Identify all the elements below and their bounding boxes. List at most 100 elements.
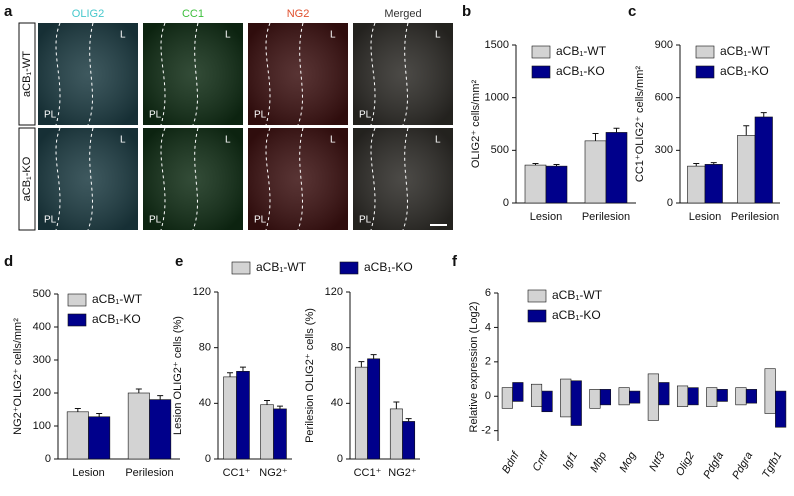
region-label: PL — [44, 110, 57, 121]
region-label: L — [330, 135, 336, 146]
region-label: L — [435, 30, 441, 41]
bar — [687, 165, 706, 204]
legend-swatch — [531, 45, 551, 59]
legend-label: aCB₁-KO — [556, 64, 605, 78]
bar — [737, 135, 756, 204]
bar — [88, 416, 111, 460]
y-axis-label: OLIG2⁺ cells/mm² — [470, 80, 482, 169]
micrograph-texture — [143, 128, 243, 230]
range-bar — [501, 387, 513, 409]
x-tick-label: Perilesion — [582, 211, 630, 223]
range-bar — [599, 389, 612, 406]
micrograph-texture — [248, 23, 348, 125]
y-tick-label: 1000 — [485, 92, 509, 104]
bar — [236, 371, 250, 460]
legend-swatch — [339, 261, 359, 275]
legend-label: aCB₁-KO — [92, 312, 141, 326]
range-bar — [589, 389, 601, 409]
region-label: PL — [254, 110, 267, 121]
range-bar — [687, 387, 699, 406]
y-tick-label: 300 — [33, 354, 51, 366]
lesion-border — [297, 22, 304, 126]
bar — [389, 408, 403, 460]
legend-swatch — [527, 289, 547, 303]
column-label: OLIG2 — [72, 8, 104, 20]
y-tick-label: 1500 — [485, 39, 509, 51]
micrograph-texture — [38, 128, 138, 230]
y-tick-label: 40 — [199, 397, 211, 409]
range-bar — [530, 383, 543, 407]
x-tick-label: Mbp — [588, 450, 609, 475]
column-label: NG2 — [287, 8, 310, 20]
error-bar — [227, 372, 234, 377]
region-label: PL — [254, 215, 267, 226]
lesion-border — [87, 22, 94, 126]
bar — [584, 140, 607, 204]
range-bar — [716, 389, 728, 402]
lesion-border — [297, 127, 304, 231]
legend-swatch — [695, 45, 715, 59]
bar — [66, 411, 89, 460]
y-tick-label: 0 — [667, 197, 673, 209]
lesion-border — [402, 127, 409, 231]
y-tick-label: -2 — [481, 425, 491, 437]
error-bar — [239, 366, 246, 372]
error-bar — [96, 412, 103, 417]
range-bar — [570, 380, 582, 426]
error-bar — [264, 400, 271, 405]
panel-letter: b — [462, 3, 471, 20]
legend-swatch — [231, 261, 251, 275]
row-label-box — [18, 22, 36, 126]
y-tick-label: 600 — [655, 92, 673, 104]
row-label-box — [18, 127, 36, 231]
x-tick-label: Bdnf — [500, 449, 522, 475]
panel-letter: c — [628, 3, 636, 20]
x-tick-label: Mog — [617, 449, 639, 474]
micrograph-texture — [353, 128, 453, 230]
y-tick-label: 0 — [485, 390, 491, 402]
micrograph-texture — [38, 23, 138, 125]
region-label: PL — [149, 110, 162, 121]
bar — [260, 404, 274, 460]
error-bar — [157, 395, 164, 400]
y-axis-label: NG2⁺OLIG2⁺ cells/mm² — [12, 318, 24, 435]
legend-label: aCB₁-KO — [720, 64, 769, 78]
range-bar — [764, 368, 776, 414]
bar — [354, 366, 368, 460]
error-bar — [405, 418, 412, 422]
y-tick-label: 120 — [325, 286, 343, 298]
legend-label: aCB₁-KO — [364, 260, 413, 274]
micrograph-texture — [353, 23, 453, 125]
region-label: L — [225, 30, 231, 41]
panel-letter: d — [4, 253, 13, 270]
bar — [704, 164, 723, 204]
error-bar — [393, 401, 400, 409]
y-tick-label: 80 — [331, 342, 343, 354]
y-tick-label: 300 — [655, 144, 673, 156]
column-label: CC1 — [182, 8, 204, 20]
range-bar — [745, 389, 758, 404]
error-bar — [358, 361, 365, 368]
y-tick-label: 900 — [655, 39, 673, 51]
region-label: PL — [359, 215, 372, 226]
region-label: L — [330, 30, 336, 41]
x-tick-label: NG2⁺ — [388, 467, 417, 479]
x-tick-label: NG2⁺ — [259, 467, 288, 479]
row-label: aCB₁-WT — [21, 51, 33, 97]
error-bar — [710, 162, 717, 165]
error-bar — [135, 388, 142, 393]
range-bar — [618, 387, 630, 406]
x-tick-label: Lesion — [689, 211, 721, 223]
bar — [402, 421, 416, 460]
lesion-border — [192, 127, 199, 231]
y-tick-label: 500 — [491, 144, 509, 156]
region-label: L — [120, 135, 126, 146]
x-tick-label: Igf1 — [561, 450, 581, 472]
range-bar — [775, 390, 787, 428]
y-tick-label: 200 — [33, 387, 51, 399]
y-axis-label: Perilesion OLIG2⁺ cells (%) — [304, 308, 316, 443]
error-bar — [743, 125, 750, 136]
y-tick-label: 0 — [45, 453, 51, 465]
region-label: PL — [149, 215, 162, 226]
x-tick-label: CC1⁺ — [223, 467, 251, 479]
